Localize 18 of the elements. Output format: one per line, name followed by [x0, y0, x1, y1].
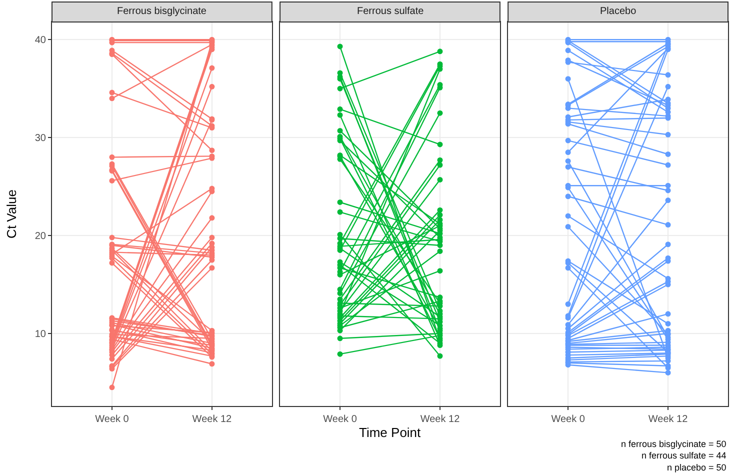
y-tick-label: 40	[34, 35, 46, 46]
y-axis-title: Ct Value	[4, 190, 19, 238]
text: n ferrous bisglycinate = 50	[621, 439, 726, 449]
y-tick-label: 10	[34, 329, 46, 340]
x-tick-label: Week 12	[420, 414, 460, 425]
x-tick-label: Week 0	[323, 414, 358, 425]
x-tick-label: Week 12	[192, 414, 232, 425]
x-tick-label: Week 0	[95, 414, 130, 425]
chart-title: Ferrous bisglycinate	[117, 6, 207, 17]
text: n placebo = 50	[667, 462, 726, 472]
text: n ferrous sulfate = 44	[642, 450, 726, 461]
x-axis-title: Time Point	[359, 425, 422, 440]
chart-title: Ferrous sulfate	[357, 6, 424, 17]
y-tick-label: 20	[34, 231, 46, 242]
chart-title: Placebo	[600, 6, 637, 17]
x-tick-label: Week 12	[648, 414, 688, 425]
y-tick-label: 30	[34, 133, 46, 144]
x-tick-label: Week 0	[551, 414, 586, 425]
